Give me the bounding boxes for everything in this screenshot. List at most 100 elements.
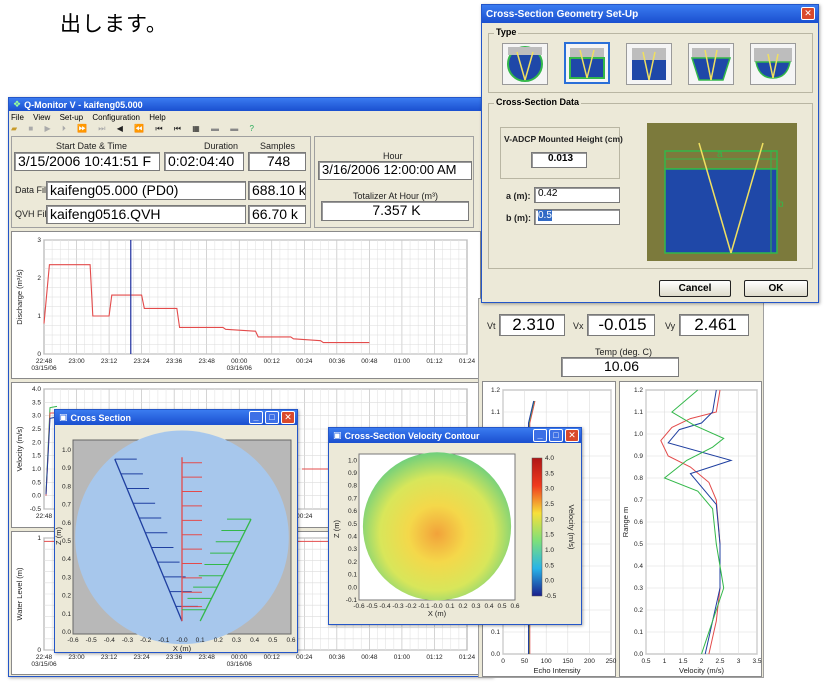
y-tick-label: -0.5 [30, 506, 42, 513]
a-input[interactable]: 0.42 [534, 187, 620, 203]
y-tick-label: 2 [37, 275, 41, 282]
qvh-file-label: QVH File [15, 209, 52, 219]
colorbar-tick-label: 0.0 [545, 578, 554, 585]
contour-titlebar[interactable]: ▣ Cross-Section Velocity Contour [329, 428, 581, 443]
x-axis-label: Echo Intensity [533, 666, 580, 675]
x-tick-label: 00:36 [329, 654, 346, 661]
x-tick-label: 23:00 [68, 654, 85, 661]
rectangle-half-icon [632, 48, 666, 81]
height-field[interactable]: 0.013 [531, 152, 587, 168]
x-tick-label: 250 [606, 658, 617, 665]
menu-setup[interactable]: Set-up [59, 113, 84, 122]
x-tick-label: 00:24 [296, 654, 313, 661]
fast-rewind-icon[interactable]: ⏮ [155, 124, 164, 133]
y-tick-label: 0.7 [634, 497, 643, 504]
close-icon[interactable]: ✕ [801, 7, 815, 20]
x-tick-label: -0.6 [353, 603, 365, 610]
y-tick-label: 0.3 [348, 546, 357, 553]
close-icon[interactable]: ✕ [565, 429, 579, 442]
y-tick-label: 0 [37, 351, 41, 358]
x-tick-label: 01:00 [394, 358, 411, 365]
cancel-button[interactable]: Cancel [659, 280, 731, 297]
cross-section-chart: -0.6 -0.5 -0.4 -0.3 -0.2 -0.1 -0.0 0.1 0.2 0.3 0.4… [55, 430, 296, 652]
rewind-icon[interactable]: ⏪ [134, 124, 146, 133]
colorbar-tick-label: 4.0 [545, 455, 554, 462]
x-tick-label: 01:24 [459, 358, 476, 365]
x-tick-label: 50 [521, 658, 529, 665]
menu-help[interactable]: Help [149, 113, 166, 122]
type-rectangle2-button[interactable] [626, 43, 672, 85]
x-tick-label: 23:12 [101, 358, 118, 365]
close-icon[interactable]: ✕ [281, 411, 295, 424]
qvh-file-field: kaifeng0516.QVH [46, 205, 246, 224]
x-tick-label: 1 [663, 658, 667, 665]
step-back-icon[interactable]: ◀ [116, 124, 124, 133]
x-tick-label: 3 [737, 658, 741, 665]
fast-forward-icon[interactable]: ⏩ [77, 124, 89, 133]
x-tick-label: 0.4 [484, 603, 493, 610]
panel2-icon[interactable]: ▬ [230, 124, 240, 133]
y-axis-label: Water Level (m) [15, 567, 24, 621]
x-tick-label: 0.1 [196, 637, 205, 644]
x-tick-label: 0.5 [497, 603, 506, 610]
type-rectangle-button[interactable] [564, 42, 610, 84]
window-icon: ▣ [59, 412, 68, 422]
x-tick-label: 00:00 [231, 358, 248, 365]
x-tick-label: -0.6 [67, 637, 79, 644]
y-tick-label: 1.5 [32, 453, 41, 460]
x-tick-label: 01:12 [426, 654, 443, 661]
b-input[interactable]: 0.5 [534, 209, 620, 225]
y-tick-label: 0.6 [634, 519, 643, 526]
step-forward-icon[interactable]: ⏵ [61, 124, 67, 133]
section-diagram: a b [647, 123, 797, 261]
menu-configuration[interactable]: Configuration [92, 113, 140, 122]
window-icon: ▣ [333, 430, 342, 440]
y-tick-label: 0.3 [634, 585, 643, 592]
x-tick-label: 23:48 [199, 358, 216, 365]
cross-section-titlebar[interactable]: ▣ Cross Section [55, 410, 297, 425]
colorbar-tick-label: 2.5 [545, 501, 554, 508]
colorbar-tick-label: 3.5 [545, 470, 554, 477]
maximize-icon[interactable]: □ [549, 429, 563, 442]
menu-view[interactable]: View [33, 113, 51, 122]
y-tick-label: 0 [37, 647, 41, 654]
app-icon: ❖ [13, 99, 22, 109]
maximize-icon[interactable]: □ [265, 411, 279, 424]
y-tick-label: 0.4 [634, 563, 643, 570]
minimize-icon[interactable]: _ [249, 411, 263, 424]
y-tick-label: 1.2 [634, 387, 643, 394]
colorbar [531, 457, 543, 597]
ok-button[interactable]: OK [744, 280, 808, 297]
y-tick-label: 1.0 [32, 466, 41, 473]
help-icon[interactable]: ? [249, 124, 255, 133]
play-icon[interactable]: ▶ [44, 124, 52, 133]
geometry-titlebar[interactable]: Cross-Section Geometry Set-Up [482, 5, 818, 23]
vx-label: Vx [573, 321, 584, 331]
open-folder-icon[interactable]: ▰ [11, 124, 19, 133]
x-tick-label: -0.4 [379, 603, 391, 610]
stop-icon[interactable]: ■ [28, 124, 35, 133]
y-tick-label: 0.6 [348, 508, 357, 515]
qmonitor-titlebar[interactable]: ❖ Q-Monitor V - kaifeng05.000 [9, 98, 492, 111]
start-datetime-field: 3/15/2006 10:41:51 F [14, 152, 160, 171]
type-semicircle-button[interactable] [750, 43, 796, 85]
menu-file[interactable]: File [11, 113, 24, 122]
grid-view-icon[interactable]: ▦ [192, 124, 201, 133]
y-tick-label: 0.8 [62, 483, 71, 490]
cross-section-window: ▣ Cross Section _ □ ✕ -0.6 -0.5 -0.4 -0.3 -0… [54, 409, 298, 653]
qvh-file-size: 66.70 k [248, 205, 306, 224]
type-trapezoid-button[interactable] [688, 43, 734, 85]
skip-end-icon[interactable]: ⏭ [98, 124, 107, 133]
geometry-title: Cross-Section Geometry Set-Up [486, 8, 639, 20]
x-tick-label: -0.1 [158, 637, 170, 644]
x-tick-label: 0.4 [250, 637, 259, 644]
y-tick-label: 0.8 [634, 475, 643, 482]
colorbar-tick-label: 1.5 [545, 532, 554, 539]
panel-icon[interactable]: ▬ [211, 124, 220, 133]
contour-window: ▣ Cross-Section Velocity Contour _ □ ✕ -… [328, 427, 582, 625]
skip-start-icon[interactable]: ⏮ [173, 124, 182, 133]
minimize-icon[interactable]: _ [533, 429, 547, 442]
date-label: 03/15/06 [31, 661, 57, 668]
type-circle-button[interactable] [502, 43, 548, 85]
y-tick-label: 0.0 [32, 493, 41, 500]
